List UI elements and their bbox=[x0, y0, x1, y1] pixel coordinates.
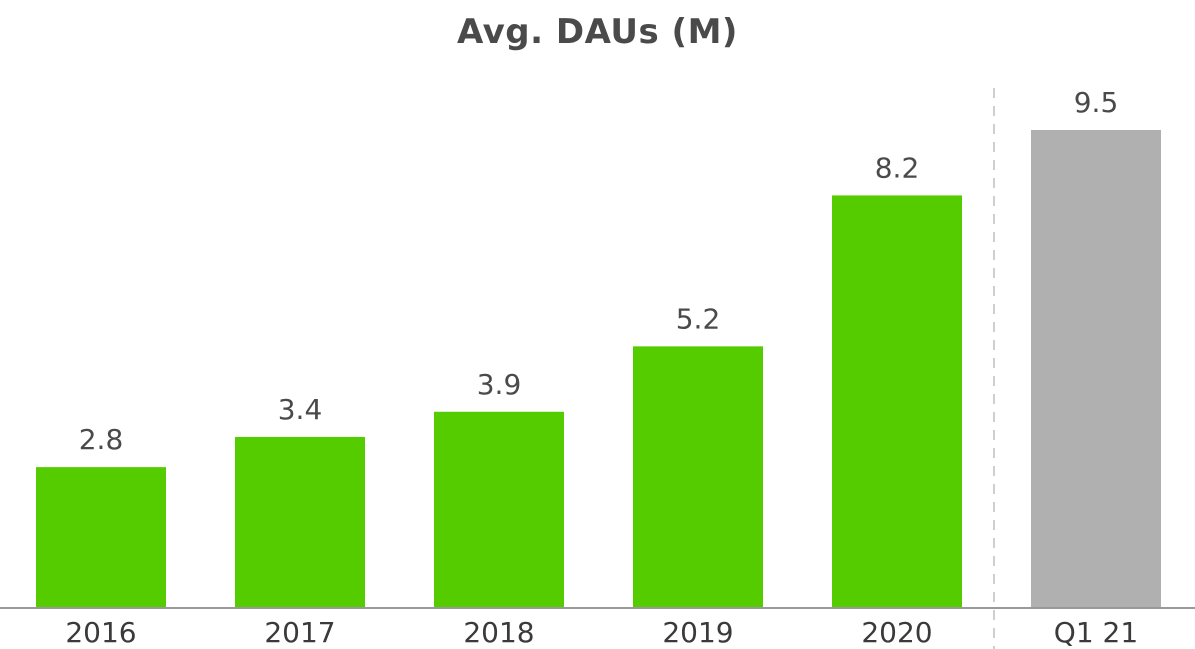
bar-2019 bbox=[633, 346, 763, 608]
value-label-2017: 3.4 bbox=[278, 393, 323, 426]
bar-2017 bbox=[235, 436, 365, 608]
value-label-2019: 5.2 bbox=[676, 302, 721, 335]
x-tick-label-2016: 2016 bbox=[65, 616, 136, 649]
value-label-2018: 3.9 bbox=[477, 368, 522, 401]
bar-2018 bbox=[434, 411, 564, 608]
x-tick-label-q1-21: Q1 21 bbox=[1054, 616, 1138, 649]
x-tick-label-2020: 2020 bbox=[861, 616, 932, 649]
value-label-q1-21: 9.5 bbox=[1074, 86, 1119, 119]
x-tick-label-2017: 2017 bbox=[264, 616, 335, 649]
chart-title: Avg. DAUs (M) bbox=[457, 12, 738, 52]
bar-2020 bbox=[832, 195, 962, 608]
bar-2016 bbox=[36, 467, 166, 608]
x-tick-label-2018: 2018 bbox=[463, 616, 534, 649]
value-label-2016: 2.8 bbox=[79, 423, 124, 456]
x-tick-label-2019: 2019 bbox=[662, 616, 733, 649]
value-label-2020: 8.2 bbox=[875, 151, 920, 184]
bar-q1-21 bbox=[1031, 130, 1161, 608]
